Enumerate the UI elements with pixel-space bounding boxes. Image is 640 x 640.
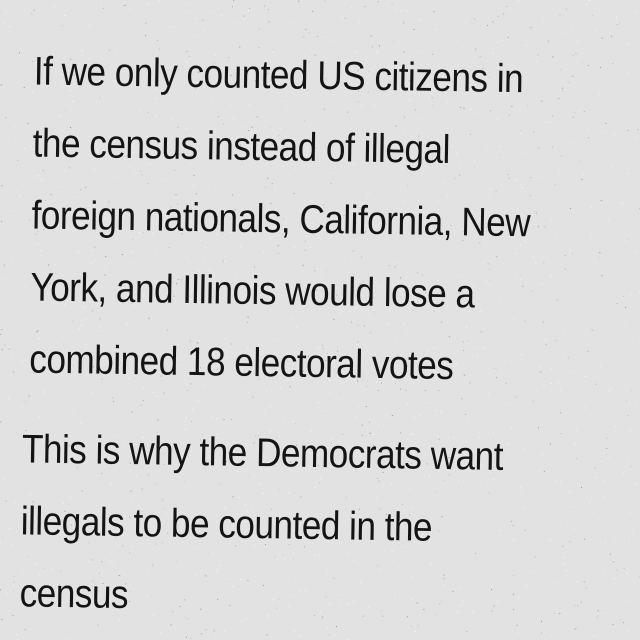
texture-speck bbox=[0, 12, 1, 14]
paragraph-2-line: This is why the Democrats want bbox=[21, 427, 504, 479]
texture-speck bbox=[0, 84, 2, 86]
paragraph-2-line: illegals to be counted in the bbox=[20, 499, 433, 550]
paragraph-1: If we only counted US citizens in the ce… bbox=[29, 35, 533, 403]
paragraph-1-line: York, and Illinois would lose a bbox=[30, 265, 475, 317]
paragraph-1-line: the census instead of illegal bbox=[32, 121, 451, 173]
paragraph-2-line: census bbox=[19, 571, 129, 618]
paragraph-1-line: combined 18 electoral votes bbox=[28, 337, 454, 389]
texture-speck bbox=[589, 0, 591, 1]
paragraph-1-line: If we only counted US citizens in bbox=[33, 49, 524, 102]
texture-speck bbox=[517, 0, 519, 2]
texture-speck bbox=[2, 22, 4, 24]
paragraph-2: This is why the Democrats want illegals … bbox=[19, 413, 503, 637]
paragraph-1-line: foreign nationals, California, New bbox=[31, 193, 531, 246]
